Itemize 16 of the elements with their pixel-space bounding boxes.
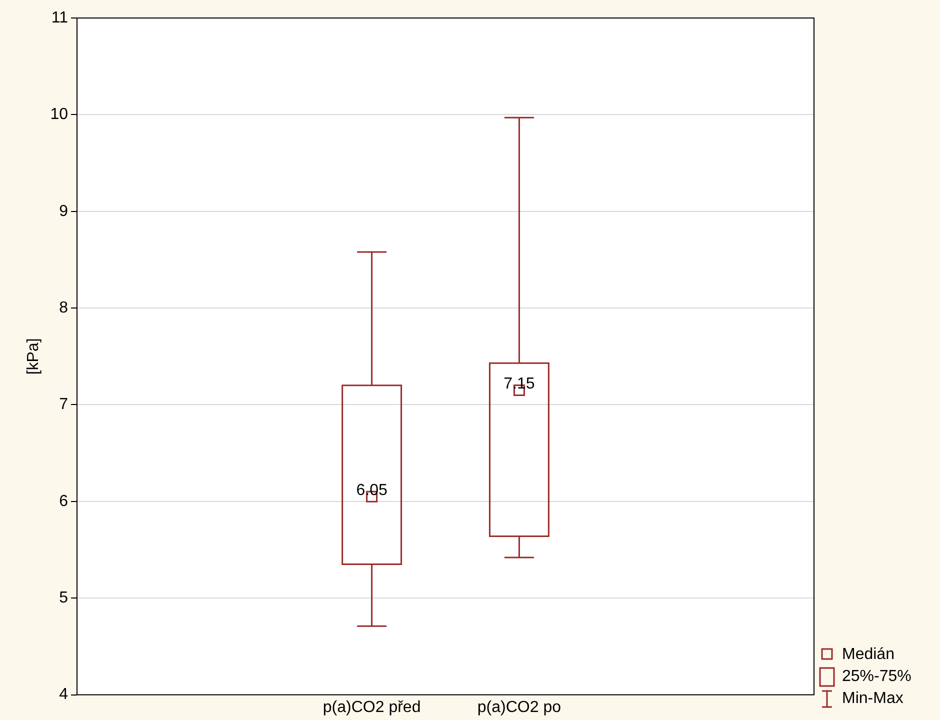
x-tick-label: p(a)CO2 po (477, 698, 562, 716)
text: Medián (842, 646, 894, 664)
annotation: 6.05 (356, 482, 388, 499)
y-tick-label: 5 (59, 590, 68, 607)
y-tick-label: 10 (50, 106, 68, 124)
annotation: 7.15 (504, 376, 535, 393)
y-tick-label: 9 (59, 202, 68, 220)
y-tick-label: 6 (59, 492, 68, 510)
y-tick-label: 4 (59, 686, 68, 704)
y-axis-title: [kPa] (25, 338, 42, 375)
text: Min-Max (842, 690, 904, 708)
y-tick-label: 11 (51, 9, 68, 26)
y-tick-label: 8 (59, 299, 68, 316)
text: 25%-75% (842, 668, 912, 686)
y-tick-label: 7 (59, 396, 68, 414)
x-tick-label: p(a)CO2 před (322, 698, 421, 716)
